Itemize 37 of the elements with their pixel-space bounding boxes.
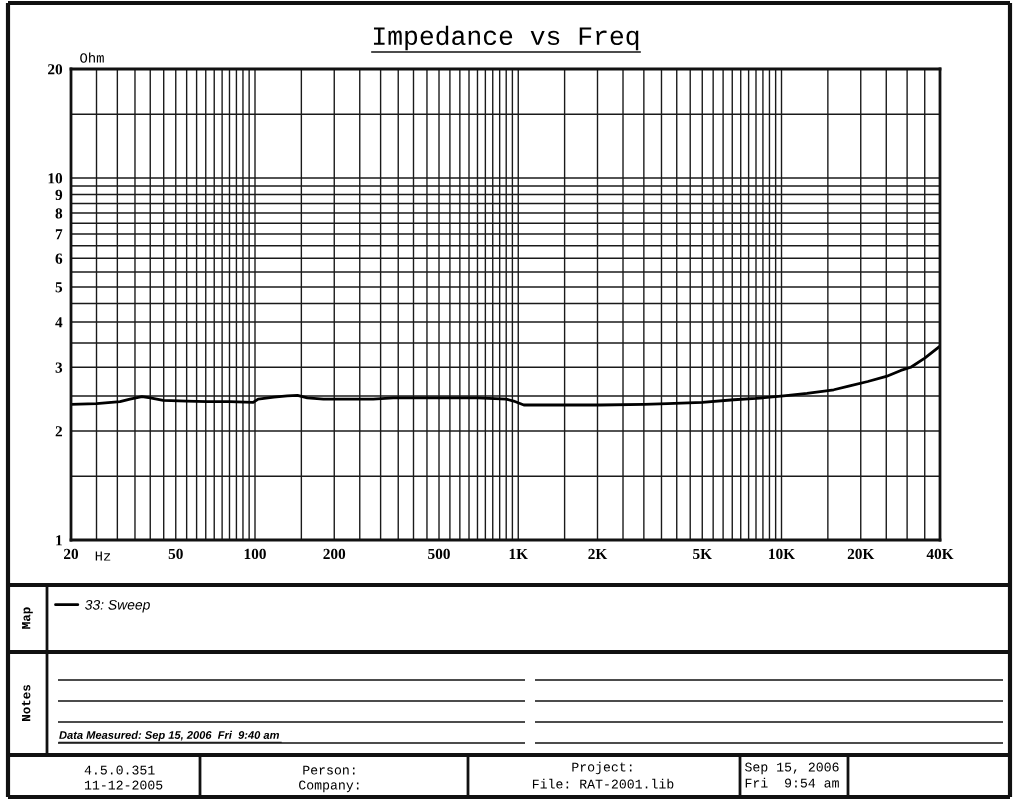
text: Data Measured: Sep 15, 2006 Fri 9:40 am: [59, 730, 280, 742]
y-axis-title: Ohm: [80, 52, 104, 63]
x-tick-label: 500: [428, 548, 450, 560]
y-tick-label: 6: [55, 253, 63, 264]
text: Notes: [21, 685, 31, 721]
text: Person:: [303, 765, 355, 775]
legend-label: 33: Sweep: [85, 599, 150, 613]
y-tick-label: 8: [55, 208, 63, 219]
text: 11-12-2005: [84, 780, 163, 790]
x-tick-label: 5K: [693, 548, 712, 560]
y-tick-label: 9: [55, 189, 63, 200]
text: Fri 9:54 am: [745, 777, 839, 788]
y-tick-label: 5: [55, 282, 63, 293]
text: Sep 15, 2006: [745, 762, 839, 775]
x-tick-label: 10K: [769, 548, 795, 560]
x-axis-title: Hz: [95, 551, 111, 561]
x-tick-label: 2K: [588, 548, 608, 559]
y-tick-label: 7: [55, 229, 63, 240]
y-tick-label: 1: [56, 535, 62, 546]
y-tick-label: 3: [55, 362, 63, 373]
x-tick-label: 20K: [847, 548, 875, 560]
x-tick-label: 100: [244, 548, 266, 560]
x-tick-label: 200: [323, 548, 346, 560]
text: Project:: [572, 761, 632, 775]
text: Map: [22, 607, 33, 629]
y-tick-label: 20: [48, 64, 63, 75]
x-tick-label: 40K: [926, 548, 954, 560]
x-tick-label: 50: [168, 548, 183, 560]
text: Company:: [299, 780, 359, 793]
x-tick-label: 1K: [509, 548, 528, 559]
text: 4.5.0.351: [84, 765, 155, 775]
y-tick-label: 10: [48, 173, 63, 184]
y-tick-label: 4: [55, 317, 63, 328]
y-tick-label: 2: [55, 426, 63, 437]
chart-title: Impedance vs Freq: [373, 25, 639, 51]
x-tick-label: 20: [64, 548, 79, 560]
text: File: RAT-2001.lib: [532, 778, 674, 789]
